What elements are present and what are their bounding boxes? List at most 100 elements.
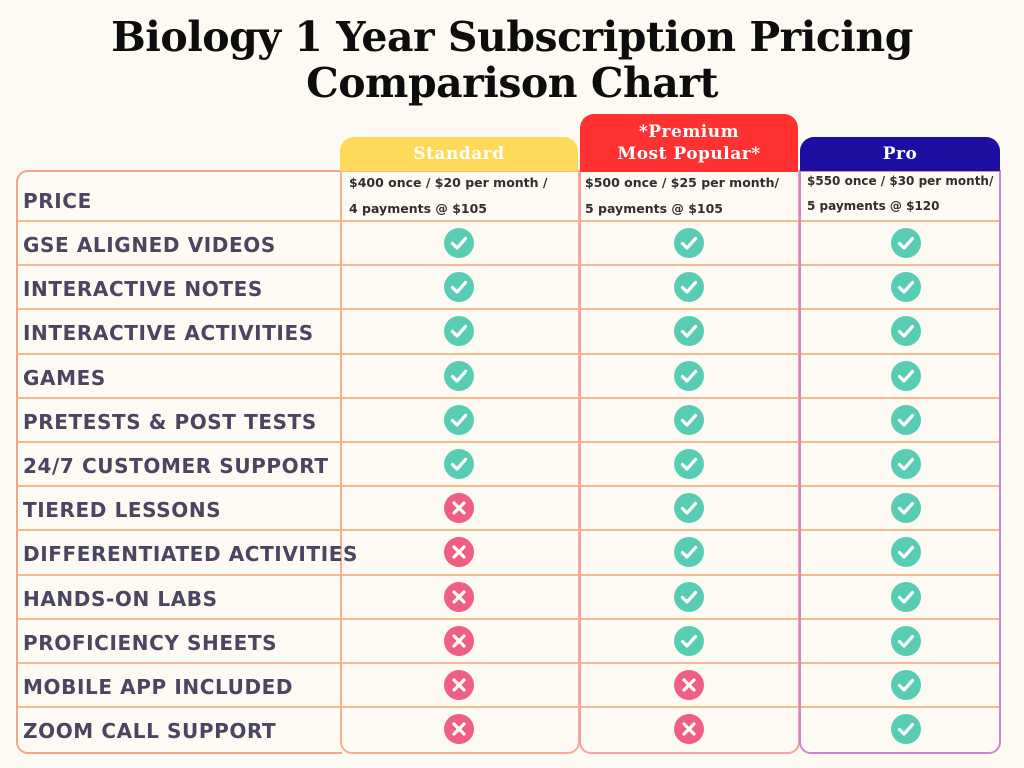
premium-plan-header: *Premium Most Popular*: [580, 114, 798, 172]
standard-cross-icon: [444, 714, 474, 744]
premium-plan-name: *Premium: [638, 122, 740, 142]
standard-check-icon: [444, 272, 474, 302]
pro-check-icon: [891, 316, 921, 346]
pro-check-icon: [891, 272, 921, 302]
row-divider: [801, 706, 999, 708]
row-divider: [581, 662, 798, 664]
standard-cross-icon: [444, 626, 474, 656]
pro-check-icon: [891, 537, 921, 567]
pro-check-icon: [891, 493, 921, 523]
standard-cross-icon: [444, 582, 474, 612]
row-divider: [18, 618, 340, 620]
feature-label: HANDS-ON LABS: [23, 587, 218, 611]
premium-price-line-2: 5 payments @ $105: [585, 201, 724, 216]
chart-title-line-2: Comparison Chart: [306, 59, 718, 107]
row-divider: [801, 308, 999, 310]
row-divider: [801, 264, 999, 266]
row-divider: [581, 441, 798, 443]
row-divider: [342, 485, 578, 487]
premium-check-icon: [674, 493, 704, 523]
premium-check-icon: [674, 316, 704, 346]
standard-check-icon: [444, 449, 474, 479]
standard-cross-icon: [444, 537, 474, 567]
standard-cross-icon: [444, 493, 474, 523]
row-divider: [801, 529, 999, 531]
row-divider: [581, 397, 798, 399]
row-divider: [342, 397, 578, 399]
row-divider: [18, 529, 340, 531]
pro-check-icon: [891, 714, 921, 744]
row-divider: [342, 353, 578, 355]
feature-label: PROFICIENCY SHEETS: [23, 631, 278, 655]
premium-price-line-1: $500 once / $25 per month/: [585, 175, 780, 190]
row-divider: [801, 220, 999, 222]
row-divider: [342, 220, 578, 222]
row-divider: [342, 618, 578, 620]
row-divider: [342, 706, 578, 708]
row-divider: [801, 397, 999, 399]
pro-plan-header: Pro: [800, 137, 1000, 171]
row-divider: [342, 662, 578, 664]
standard-check-icon: [444, 361, 474, 391]
row-divider: [581, 706, 798, 708]
row-divider: [581, 618, 798, 620]
pro-check-icon: [891, 405, 921, 435]
premium-plan-badge: Most Popular*: [617, 144, 761, 164]
pro-check-icon: [891, 670, 921, 700]
standard-plan-header: Standard: [340, 137, 578, 171]
feature-label: PRETESTS & POST TESTS: [23, 410, 317, 434]
row-divider: [18, 574, 340, 576]
premium-check-icon: [674, 405, 704, 435]
row-divider: [18, 264, 340, 266]
row-divider: [18, 662, 340, 664]
row-divider: [581, 264, 798, 266]
row-divider: [342, 441, 578, 443]
row-divider: [342, 264, 578, 266]
row-divider: [581, 353, 798, 355]
pro-price-line-1: $550 once / $30 per month/: [807, 174, 994, 188]
standard-price-line-1: $400 once / $20 per month /: [349, 175, 548, 190]
premium-check-icon: [674, 449, 704, 479]
feature-label: GAMES: [23, 366, 106, 390]
standard-check-icon: [444, 316, 474, 346]
premium-check-icon: [674, 361, 704, 391]
feature-label: INTERACTIVE ACTIVITIES: [23, 321, 314, 345]
pro-check-icon: [891, 626, 921, 656]
row-divider: [18, 220, 340, 222]
row-divider: [581, 574, 798, 576]
pro-check-icon: [891, 228, 921, 258]
feature-label: DIFFERENTIATED ACTIVITIES: [23, 542, 359, 566]
standard-check-icon: [444, 405, 474, 435]
feature-label: TIERED LESSONS: [23, 498, 222, 522]
premium-check-icon: [674, 272, 704, 302]
standard-price-line-2: 4 payments @ $105: [349, 201, 488, 216]
chart-title-line-1: Biology 1 Year Subscription Pricing: [111, 13, 913, 61]
row-divider: [581, 308, 798, 310]
premium-cross-icon: [674, 714, 704, 744]
premium-cross-icon: [674, 670, 704, 700]
pro-check-icon: [891, 449, 921, 479]
feature-label: INTERACTIVE NOTES: [23, 277, 263, 301]
pro-check-icon: [891, 361, 921, 391]
feature-label: 24/7 CUSTOMER SUPPORT: [23, 454, 329, 478]
feature-label: ZOOM CALL SUPPORT: [23, 719, 277, 743]
row-divider: [18, 441, 340, 443]
premium-check-icon: [674, 626, 704, 656]
row-divider: [801, 618, 999, 620]
row-divider: [581, 529, 798, 531]
standard-cross-icon: [444, 670, 474, 700]
premium-check-icon: [674, 582, 704, 612]
row-divider: [342, 308, 578, 310]
row-divider: [18, 308, 340, 310]
row-divider: [801, 574, 999, 576]
feature-label: GSE ALIGNED VIDEOS: [23, 233, 276, 257]
row-divider: [18, 485, 340, 487]
features-panel: [16, 170, 342, 754]
row-divider: [18, 397, 340, 399]
row-divider: [801, 485, 999, 487]
standard-check-icon: [444, 228, 474, 258]
row-divider: [18, 706, 340, 708]
row-divider: [801, 662, 999, 664]
pro-price-line-2: 5 payments @ $120: [807, 199, 940, 213]
feature-label: MOBILE APP INCLUDED: [23, 675, 294, 699]
